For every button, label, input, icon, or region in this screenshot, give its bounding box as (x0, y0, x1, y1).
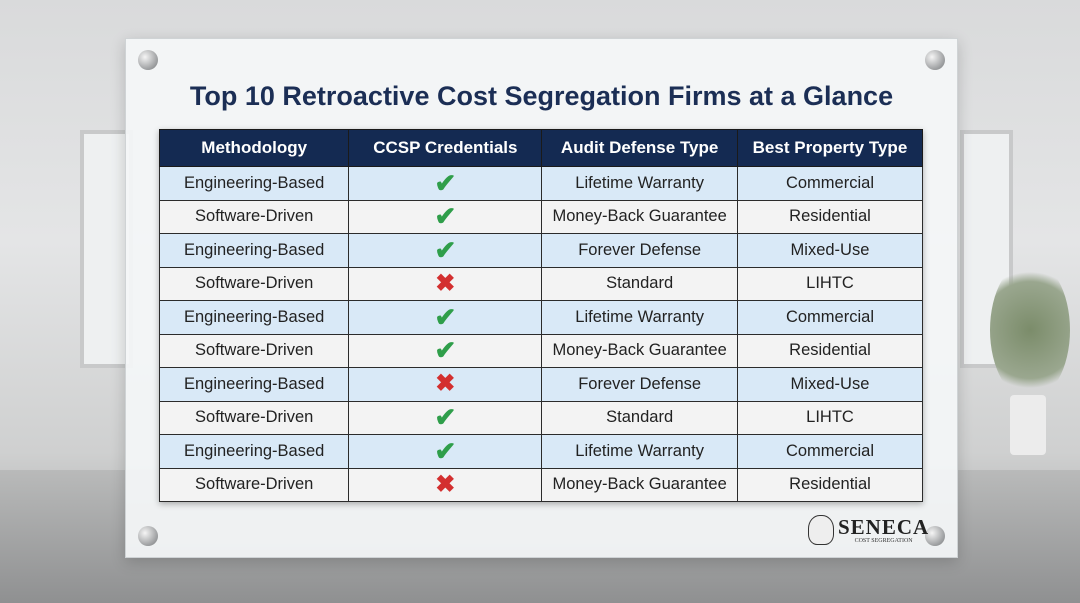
property-cell: Residential (736, 333, 924, 368)
table-row: Engineering-Based ✔ Lifetime Warranty Comme… (158, 434, 924, 469)
table-row: Software-Driven ✔ Money-Back Guarantee Resi… (158, 333, 924, 368)
plant (990, 260, 1070, 400)
logo-subtitle: COST SEGREGATION (854, 537, 913, 544)
property-cell: LIHTC (736, 400, 924, 435)
audit-cell: Money-Back Guarantee (541, 199, 738, 234)
ccsp-cell: ✖ (348, 266, 543, 301)
property-cell: LIHTC (736, 266, 924, 301)
check-icon: ✔ (434, 167, 457, 198)
table-row: Engineering-Based ✔ Forever Defense Mixed-U… (158, 233, 924, 268)
property-cell: Residential (736, 467, 924, 502)
logo-name: SENECA (838, 514, 930, 539)
cross-icon: ✖ (435, 370, 456, 398)
property-cell: Mixed-Use (736, 367, 924, 402)
methodology-cell: Software-Driven (158, 333, 350, 368)
ccsp-cell: ✔ (348, 300, 543, 335)
page-title: Top 10 Retroactive Cost Segregation Firm… (189, 81, 894, 111)
property-cell: Commercial (736, 434, 924, 469)
column-header: Methodology (158, 129, 350, 167)
check-icon: ✔ (434, 402, 457, 433)
cross-icon: ✖ (435, 269, 456, 297)
audit-cell: Forever Defense (541, 233, 738, 268)
seneca-logo: SENECA COST SEGREGATION (808, 515, 929, 545)
glass-panel: Top 10 Retroactive Cost Segregation Firm… (125, 38, 958, 558)
ccsp-cell: ✔ (348, 199, 543, 234)
bust-icon (808, 515, 834, 545)
column-header: CCSP Credentials (348, 129, 543, 167)
check-icon: ✔ (434, 234, 457, 265)
audit-cell: Lifetime Warranty (541, 300, 738, 335)
methodology-cell: Software-Driven (158, 400, 350, 435)
column-header: Audit Defense Type (541, 129, 738, 167)
plant-pot (1010, 395, 1046, 455)
check-icon: ✔ (434, 201, 457, 232)
audit-cell: Money-Back Guarantee (541, 333, 738, 368)
methodology-cell: Software-Driven (158, 467, 350, 502)
ccsp-cell: ✔ (348, 166, 543, 201)
property-cell: Commercial (736, 300, 924, 335)
property-cell: Residential (736, 199, 924, 234)
ccsp-cell: ✖ (348, 367, 543, 402)
bolt-icon (925, 526, 945, 546)
check-icon: ✔ (434, 335, 457, 366)
ccsp-cell: ✔ (348, 333, 543, 368)
methodology-cell: Software-Driven (158, 199, 350, 234)
methodology-cell: Engineering-Based (158, 367, 350, 402)
methodology-cell: Software-Driven (158, 266, 350, 301)
comparison-table: Methodology CCSP Credentials Audit Defense… (158, 129, 924, 502)
table-row: Software-Driven ✖ Money-Back Guarantee Resi… (158, 467, 924, 502)
check-icon: ✔ (434, 301, 457, 332)
bolt-icon (925, 50, 945, 70)
table-row: Engineering-Based ✖ Forever Defense Mixed-U… (158, 367, 924, 402)
bolt-icon (138, 526, 158, 546)
ccsp-cell: ✔ (348, 233, 543, 268)
table-row: Engineering-Based ✔ Lifetime Warranty Comme… (158, 300, 924, 335)
bolt-icon (138, 50, 158, 70)
methodology-cell: Engineering-Based (158, 233, 350, 268)
ccsp-cell: ✖ (348, 467, 543, 502)
property-cell: Mixed-Use (736, 233, 924, 268)
check-icon: ✔ (434, 435, 457, 466)
window (960, 130, 1013, 368)
audit-cell: Forever Defense (541, 367, 738, 402)
audit-cell: Standard (541, 400, 738, 435)
ccsp-cell: ✔ (348, 400, 543, 435)
methodology-cell: Engineering-Based (158, 434, 350, 469)
audit-cell: Money-Back Guarantee (541, 467, 738, 502)
audit-cell: Lifetime Warranty (541, 434, 738, 469)
audit-cell: Lifetime Warranty (541, 166, 738, 201)
table-row: Engineering-Based ✔ Lifetime Warranty Comme… (158, 166, 924, 201)
audit-cell: Standard (541, 266, 738, 301)
methodology-cell: Engineering-Based (158, 166, 350, 201)
ccsp-cell: ✔ (348, 434, 543, 469)
table-row: Software-Driven ✔ Standard LIHTC (158, 400, 924, 435)
property-cell: Commercial (736, 166, 924, 201)
table-row: Software-Driven ✔ Money-Back Guarantee Resi… (158, 199, 924, 234)
methodology-cell: Engineering-Based (158, 300, 350, 335)
table-row: Software-Driven ✖ Standard LIHTC (158, 266, 924, 301)
column-header: Best Property Type (736, 129, 924, 167)
cross-icon: ✖ (435, 470, 456, 498)
